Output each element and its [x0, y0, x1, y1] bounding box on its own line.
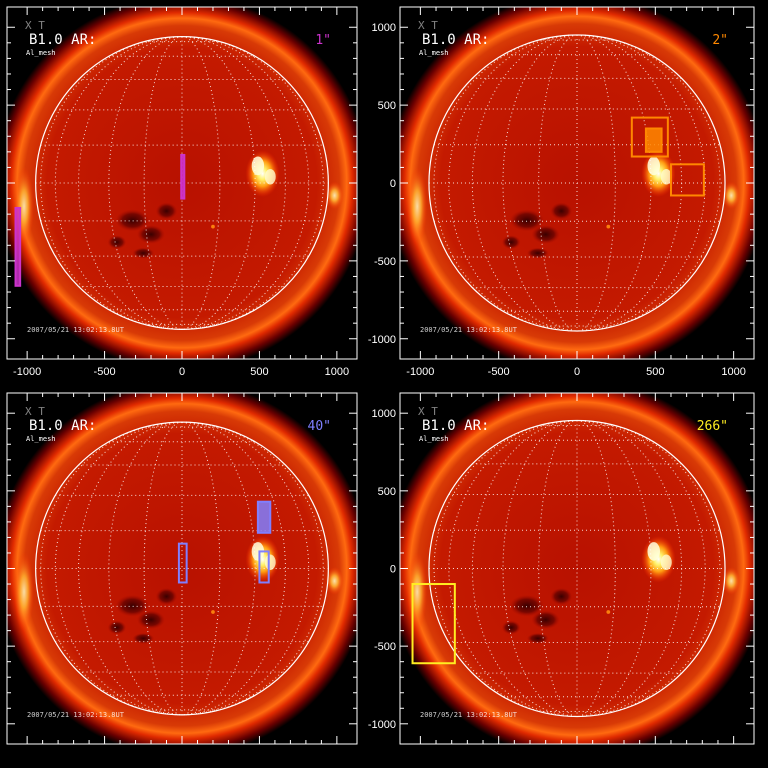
- y-tick-label: 0: [390, 178, 396, 190]
- timestamp: 2007/05/21 13:02:13.8UT: [420, 326, 518, 334]
- region-box: [630, 116, 669, 158]
- solar-image: [400, 7, 754, 359]
- panel-bottom-right: X TB1.0 AR:Al_mesh 266" 2007/05/21 13:02:1…: [368, 392, 755, 745]
- timestamp: 2007/05/21 13:02:13.8UT: [420, 711, 518, 719]
- instrument-label: X T: [418, 405, 438, 418]
- y-tick-label: -1000: [368, 334, 396, 346]
- x-tick-label: 500: [250, 366, 268, 378]
- y-tick-label: 1000: [372, 408, 396, 420]
- region-box: [644, 127, 663, 153]
- instrument-label: X T: [25, 19, 45, 32]
- filter-label: Al_mesh: [26, 435, 56, 443]
- y-tick-label: -1000: [368, 719, 396, 731]
- pixel-scale-label: 266": [697, 419, 728, 434]
- plot-axes: [6, 392, 358, 745]
- panel-top-left: X TB1.0 AR:Al_mesh 1" 2007/05/21 13:02:13.…: [6, 6, 358, 378]
- filter-label: Al_mesh: [419, 435, 449, 443]
- panel-title: B1.0 AR:: [29, 418, 96, 434]
- x-tick-label: -500: [94, 366, 116, 378]
- panel-title: B1.0 AR:: [422, 418, 489, 434]
- solar-limb: [428, 419, 726, 718]
- region-box: [258, 550, 270, 584]
- x-tick-label: 1000: [325, 366, 349, 378]
- pixel-scale-label: 2": [712, 33, 728, 48]
- plot-axes: [399, 6, 755, 360]
- x-tick-label: -1000: [406, 366, 434, 378]
- solar-image: [7, 7, 357, 359]
- pixel-scale-label: 40": [308, 419, 331, 434]
- solar-image: [7, 393, 357, 744]
- plot-axes: [399, 392, 755, 745]
- region-box: [669, 163, 705, 197]
- x-tick-label: 1000: [721, 366, 745, 378]
- instrument-label: X T: [25, 405, 45, 418]
- heliographic-grid: [35, 36, 329, 330]
- y-tick-label: 1000: [372, 22, 396, 34]
- heliographic-grid: [428, 34, 726, 332]
- solar-image: [400, 393, 754, 744]
- pixel-scale-label: 1": [315, 33, 331, 48]
- plot-axes: [6, 6, 358, 360]
- timestamp: 2007/05/21 13:02:13.8UT: [27, 326, 125, 334]
- region-box: [180, 153, 186, 200]
- filter-label: Al_mesh: [26, 49, 56, 57]
- x-tick-label: -1000: [13, 366, 41, 378]
- y-tick-label: 500: [378, 100, 396, 112]
- x-tick-label: 500: [646, 366, 664, 378]
- instrument-label: X T: [418, 19, 438, 32]
- region-box: [256, 500, 272, 534]
- solar-limb: [35, 36, 329, 330]
- heliographic-grid: [35, 421, 329, 716]
- y-tick-label: -500: [374, 641, 396, 653]
- timestamp: 2007/05/21 13:02:13.8UT: [27, 711, 125, 719]
- panel-top-right: X TB1.0 AR:Al_mesh 2" 2007/05/21 13:02:13.…: [368, 6, 755, 378]
- x-tick-label: 0: [574, 366, 580, 378]
- x-tick-label: 0: [179, 366, 185, 378]
- y-tick-label: -500: [374, 256, 396, 268]
- solar-limb: [35, 421, 329, 716]
- x-tick-label: -500: [488, 366, 510, 378]
- region-box: [411, 583, 456, 665]
- panel-title: B1.0 AR:: [29, 32, 96, 48]
- filter-label: Al_mesh: [419, 49, 449, 57]
- region-box: [177, 542, 188, 584]
- heliographic-grid: [428, 419, 726, 718]
- panel-title: B1.0 AR:: [422, 32, 489, 48]
- y-tick-label: 500: [378, 486, 396, 498]
- solar-corona: [7, 393, 357, 744]
- panel-bottom-left: X TB1.0 AR:Al_mesh 40" 2007/05/21 13:02:13…: [6, 392, 358, 745]
- y-tick-label: 0: [390, 564, 396, 576]
- region-box: [14, 206, 22, 287]
- solar-limb: [428, 34, 726, 332]
